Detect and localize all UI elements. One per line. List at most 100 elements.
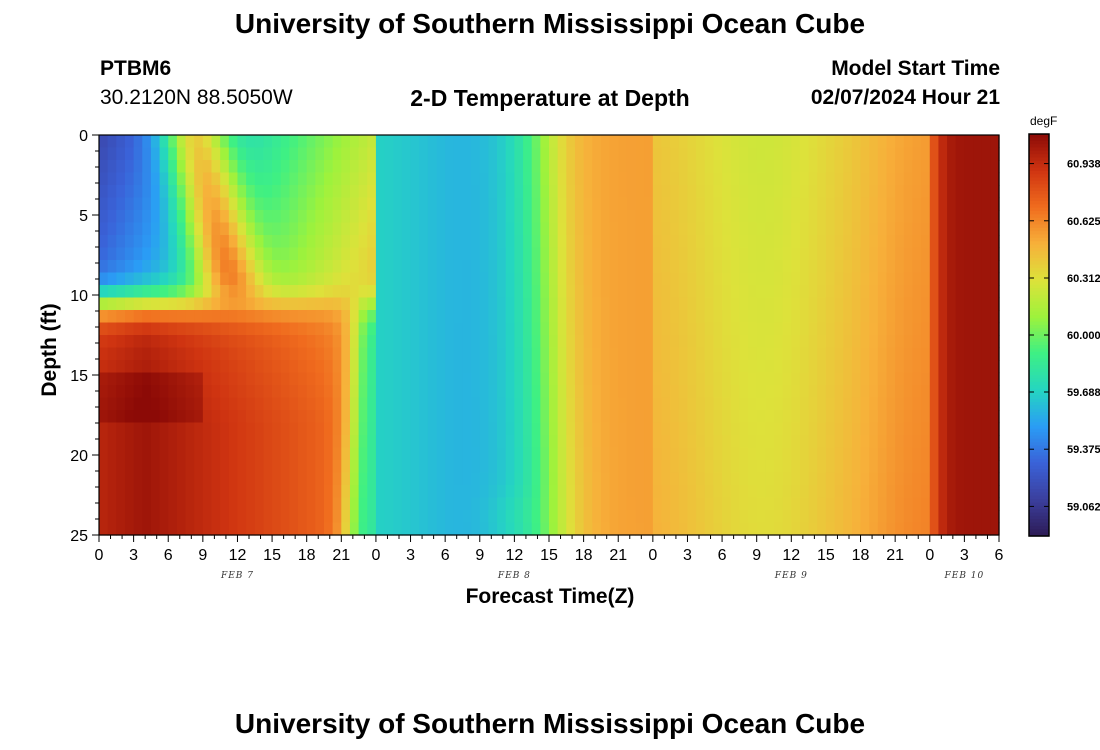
heatmap-cell	[626, 260, 637, 274]
heatmap-cell	[661, 435, 671, 449]
heatmap-cell	[765, 410, 775, 424]
heatmap-cell	[401, 485, 412, 499]
heatmap-cell	[782, 435, 792, 449]
heatmap-cell	[860, 385, 870, 399]
heatmap-cell	[505, 210, 515, 224]
heatmap-cell	[497, 235, 507, 249]
heatmap-cell	[704, 147, 715, 161]
heatmap-cell	[497, 197, 507, 211]
heatmap-cell	[237, 447, 247, 461]
heatmap-cell	[825, 147, 836, 161]
heatmap-cell	[990, 472, 1000, 486]
heatmap-cell	[799, 210, 810, 224]
heatmap-cell	[990, 522, 1000, 536]
heatmap-cell	[497, 497, 507, 511]
heatmap-cell	[782, 385, 792, 399]
heatmap-cell	[315, 360, 325, 374]
heatmap-cell	[947, 285, 957, 299]
heatmap-cell	[523, 197, 533, 211]
heatmap-cell	[393, 172, 403, 186]
heatmap-cell	[358, 135, 368, 149]
heatmap-cell	[799, 522, 810, 536]
heatmap-cell	[964, 322, 974, 336]
heatmap-cell	[540, 260, 550, 274]
colorbar-segment	[1029, 358, 1049, 363]
heatmap-cell	[635, 260, 645, 274]
heatmap-cell	[895, 397, 905, 411]
heatmap-cell	[246, 222, 256, 236]
heatmap-cell	[990, 210, 1000, 224]
heatmap-cell	[99, 497, 109, 511]
colorbar-segment	[1029, 301, 1049, 306]
heatmap-cell	[912, 310, 922, 324]
heatmap-cell	[782, 235, 792, 249]
heatmap-cell	[332, 197, 342, 211]
heatmap-cell	[393, 497, 403, 511]
heatmap-cell	[869, 285, 879, 299]
heatmap-cell	[159, 447, 169, 461]
heatmap-cell	[635, 247, 645, 261]
heatmap-cell	[436, 185, 446, 199]
heatmap-cell	[263, 360, 273, 374]
heatmap-cell	[471, 485, 481, 499]
heatmap-cell	[843, 260, 853, 274]
heatmap-cell	[860, 197, 870, 211]
colorbar-segment	[1029, 271, 1049, 276]
heatmap-cell	[704, 522, 715, 536]
heatmap-cell	[947, 335, 957, 349]
heatmap-cell	[618, 347, 628, 361]
heatmap-cell	[488, 297, 498, 311]
heatmap-cell	[116, 372, 126, 386]
heatmap-cell	[514, 360, 524, 374]
x-tick-label: 15	[540, 547, 558, 564]
heatmap-cell	[237, 422, 247, 436]
heatmap-cell	[401, 510, 412, 524]
heatmap-cell	[704, 297, 715, 311]
heatmap-cell	[410, 260, 420, 274]
heatmap-cell	[479, 522, 490, 536]
heatmap-cell	[133, 322, 143, 336]
heatmap-cell	[272, 247, 282, 261]
heatmap-cell	[600, 347, 611, 361]
heatmap-cell	[687, 347, 697, 361]
heatmap-cell	[272, 472, 282, 486]
heatmap-cell	[401, 335, 412, 349]
heatmap-cell	[782, 460, 792, 474]
heatmap-cell	[211, 397, 221, 411]
heatmap-cell	[479, 447, 490, 461]
heatmap-cell	[306, 160, 316, 174]
heatmap-cell	[817, 510, 827, 524]
heatmap-cell	[981, 210, 991, 224]
heatmap-cell	[869, 222, 879, 236]
heatmap-cell	[618, 147, 628, 161]
heatmap-cell	[194, 447, 204, 461]
heatmap-cell	[955, 410, 965, 424]
colorbar-segment	[1029, 157, 1049, 162]
heatmap-cell	[427, 297, 438, 311]
heatmap-cell	[453, 160, 464, 174]
heatmap-cell	[566, 310, 576, 324]
heatmap-cell	[756, 285, 766, 299]
heatmap-cell	[349, 260, 360, 274]
heatmap-cell	[834, 510, 844, 524]
heatmap-cell	[540, 235, 550, 249]
heatmap-cell	[921, 297, 931, 311]
x-tick-label: 3	[960, 547, 969, 564]
heatmap-cell	[851, 447, 862, 461]
heatmap-cell	[774, 397, 784, 411]
heatmap-cell	[150, 485, 161, 499]
colorbar-segment	[1029, 187, 1049, 192]
heatmap-cell	[324, 435, 334, 449]
heatmap-cell	[150, 435, 161, 449]
heatmap-cell	[696, 197, 706, 211]
heatmap-cell	[254, 272, 265, 286]
heatmap-cell	[609, 172, 619, 186]
heatmap-cell	[739, 322, 749, 336]
heatmap-cell	[246, 172, 256, 186]
y-tick-label: 20	[70, 448, 88, 465]
heatmap-cell	[696, 247, 706, 261]
heatmap-cell	[540, 510, 550, 524]
heatmap-cell	[375, 160, 386, 174]
heatmap-cell	[194, 372, 204, 386]
heatmap-cell	[903, 185, 914, 199]
